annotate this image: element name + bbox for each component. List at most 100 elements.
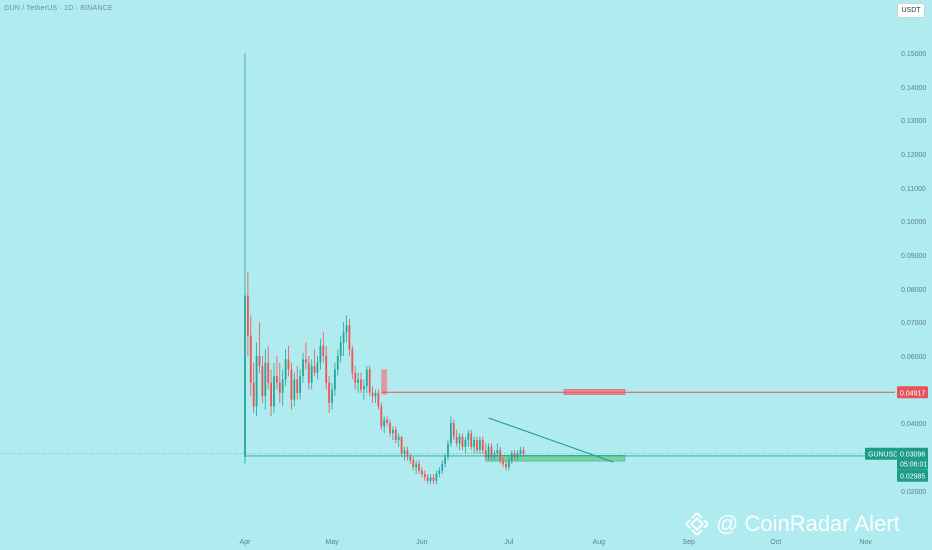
candle [418, 460, 420, 474]
candle-body [499, 450, 502, 461]
candle [334, 362, 336, 397]
candle-body [319, 345, 322, 363]
resistance-price-badge-text: 0.04917 [900, 390, 925, 397]
candle-body [519, 450, 522, 454]
candle-body [490, 446, 493, 457]
candle-body [328, 382, 330, 403]
candle [383, 416, 386, 434]
x-tick-label: Nov [859, 539, 872, 546]
candle-body [438, 470, 441, 474]
candle [423, 470, 426, 481]
symbol-badge: GUNUSDT [865, 447, 903, 460]
candle-body [423, 474, 426, 478]
candle [450, 416, 452, 447]
candle [438, 467, 441, 478]
candle [519, 446, 522, 457]
candle-body [461, 436, 464, 447]
candle-body [513, 453, 516, 457]
candle-body [305, 359, 307, 363]
y-axis[interactable]: 0.15000 0.14000 0.13000 0.12000 0.11000 0.100… [901, 51, 926, 496]
candle [313, 349, 316, 377]
candle [403, 446, 406, 461]
candle [522, 446, 525, 457]
candle [502, 457, 504, 468]
candle [426, 474, 429, 485]
candle [392, 426, 394, 440]
candle-body [374, 392, 377, 397]
candle [296, 366, 299, 400]
candle-body [484, 450, 487, 457]
downtrend-line [488, 417, 614, 463]
candle-body [322, 345, 325, 356]
y-tick-label: 0.13000 [901, 118, 926, 125]
last-price-badge: 0.03096 [897, 447, 928, 460]
candle-body [284, 359, 287, 380]
candle [365, 366, 368, 393]
candle [429, 474, 432, 485]
candle-body [421, 470, 423, 474]
watermark-text: @ CoinRadar Alert [716, 511, 900, 536]
candle-body [325, 356, 328, 383]
candle [357, 372, 359, 393]
candle [473, 436, 475, 454]
candle [287, 345, 290, 377]
candle [458, 433, 461, 451]
candle [273, 362, 275, 413]
candle-body [418, 463, 420, 471]
candle [516, 450, 519, 461]
candle [476, 436, 478, 454]
candle-body [247, 295, 249, 336]
candle-body [380, 406, 383, 427]
candle-body [360, 379, 362, 390]
candle-body [522, 450, 525, 454]
x-axis[interactable]: Apr May Jun Jul Aug Sep Oct Nov [240, 539, 873, 546]
symbol-header: GUN / TetherUS · 1D · BINANCE [4, 5, 113, 12]
candle-body [386, 419, 388, 423]
candle [278, 362, 281, 403]
last-price-badge-bg [897, 447, 928, 460]
candle-body [348, 325, 351, 350]
candle [249, 315, 252, 397]
candle-body [267, 362, 270, 383]
candle-body [261, 366, 264, 397]
candle-body [412, 460, 415, 468]
candle [505, 460, 507, 471]
currency-button[interactable]: USDT [897, 3, 925, 18]
candle [371, 386, 374, 403]
candle [499, 446, 502, 464]
candle [244, 53, 246, 464]
candle [374, 389, 377, 403]
candle-body [496, 450, 499, 454]
candle-body [389, 423, 391, 434]
x-tick-label: Jul [504, 539, 513, 546]
candle-body [447, 443, 449, 457]
candle-body [249, 335, 252, 383]
candle [255, 342, 258, 417]
candle-body [363, 386, 365, 390]
candle [328, 376, 330, 413]
candle [421, 467, 423, 478]
resistance-price-badge-bg [897, 386, 928, 399]
candle [479, 436, 481, 454]
candle-body [313, 366, 316, 373]
last-price-badge-text: 0.03096 [900, 452, 925, 459]
candle [412, 457, 415, 471]
candle-body [383, 419, 386, 427]
symbol-badge-bg [865, 447, 897, 460]
candle-body [435, 474, 438, 481]
candle [435, 470, 438, 485]
candle [432, 474, 435, 485]
candle [310, 359, 313, 390]
candle-body [464, 440, 467, 447]
candle-body [409, 457, 412, 461]
candle [316, 356, 319, 380]
candle [397, 433, 400, 447]
low-price-badge: 0.02985 [897, 469, 928, 482]
candle [264, 349, 267, 410]
candle-body [287, 359, 290, 370]
candle-body [293, 379, 296, 400]
low-price-badge-bg [897, 469, 928, 482]
candle-body [278, 382, 281, 393]
